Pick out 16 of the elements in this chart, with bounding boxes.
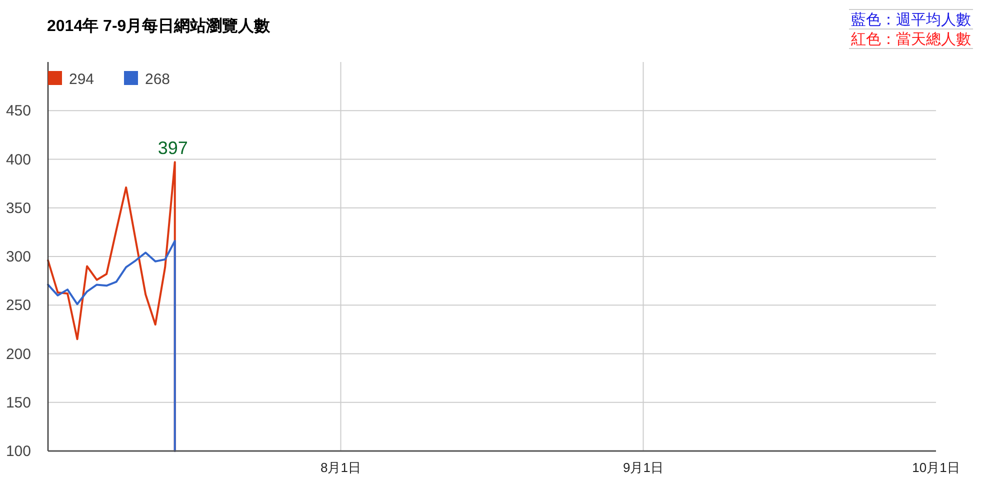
y-tick-label: 450 (6, 102, 31, 120)
x-tick-label: 10月1日 (912, 460, 960, 475)
legend-label: 294 (69, 71, 94, 88)
y-tick-label: 100 (6, 443, 31, 460)
annotation: 397 (158, 138, 188, 158)
y-tick-label: 300 (6, 248, 31, 266)
title: 2014年 7-9月每日網站瀏覽人數 (47, 18, 270, 35)
x-tick-label: 9月1日 (623, 460, 664, 475)
y-tick-label: 250 (6, 297, 31, 314)
y-tick-label: 350 (6, 200, 31, 217)
y-tick-label: 150 (6, 394, 31, 412)
y-tick-label: 400 (6, 151, 31, 168)
y-tick-label: 200 (6, 346, 31, 363)
legend-label: 268 (145, 71, 170, 88)
notes: 藍色：週平均人數 紅色：當天總人數 (848, 9, 974, 49)
x-tick-label: 8月1日 (320, 460, 361, 475)
